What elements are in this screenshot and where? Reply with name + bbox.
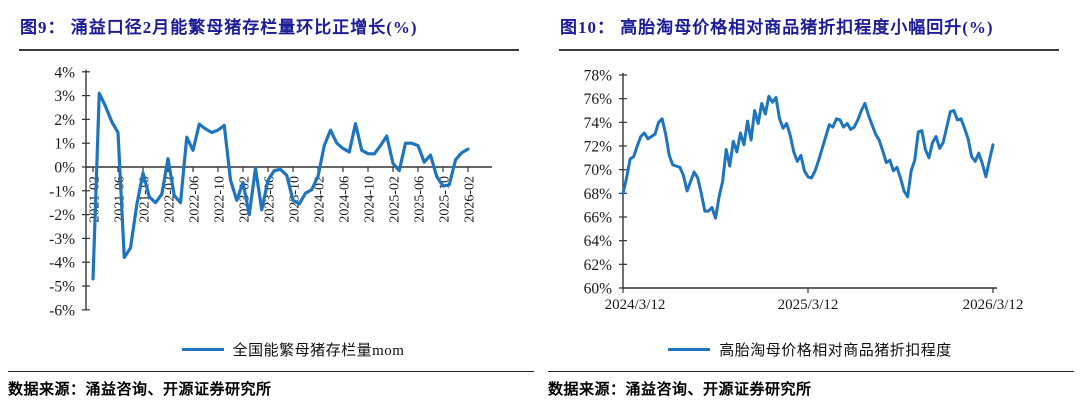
chart9-x-tick-label: 2024-02 <box>313 176 328 223</box>
chart10-y-tick-label: 78% <box>584 68 613 85</box>
chart10-y-tick-label: 60% <box>584 280 613 297</box>
chart10-y-tick-label: 72% <box>584 138 613 155</box>
fig10-title: 图10： 高胎淘母价格相对商品猪折扣程度小幅回升(%) <box>560 18 994 37</box>
chart10-x-tick-label: 2024/3/12 <box>605 297 666 313</box>
chart10-x-tick-label: 2026/3/12 <box>963 297 1024 313</box>
chart10-y-tick-label: 64% <box>584 233 613 250</box>
chart10-y-tick-label: 74% <box>584 115 613 132</box>
chart9-x-tick-label: 2025-02 <box>388 176 403 223</box>
chart9-y-tick-label: 3% <box>54 88 75 105</box>
chart10-x-tick-label: 2025/3/12 <box>778 297 839 313</box>
fig9-title-underline <box>19 49 519 51</box>
chart10-y-tick-label: 62% <box>584 257 613 274</box>
chart9-y-tick-label: -6% <box>49 302 75 319</box>
chart10-y-tick-label: 70% <box>584 162 613 179</box>
fig10-legend-label: 高胎淘母价格相对商品猪折扣程度 <box>719 343 952 359</box>
chart9-x-tick-label: 2025-10 <box>438 176 453 223</box>
chart10-y-tick-label: 76% <box>584 91 613 108</box>
chart10-y-tick-label: 66% <box>584 209 613 226</box>
chart9-x-tick-label: 2022-06 <box>188 176 203 223</box>
fig10-source: 数据来源：涌益咨询、开源证券研究所 <box>548 371 1074 399</box>
chart9-y-tick-label: -3% <box>49 231 75 248</box>
fig10-legend: 高胎淘母价格相对商品猪折扣程度 <box>540 339 1080 360</box>
chart9-y-tick-label: -1% <box>49 183 75 200</box>
panel-fig10: 图10： 高胎淘母价格相对商品猪折扣程度小幅回升(%) 78% 76% 74% 72%… <box>540 0 1080 411</box>
chart9-series-line <box>91 91 470 281</box>
chart10-y-tick-label: 68% <box>584 186 613 203</box>
fig10-source-text: 数据来源：涌益咨询、开源证券研究所 <box>548 382 812 398</box>
chart9-y-tick-label: 1% <box>54 136 75 153</box>
chart9-y-tick-label: -4% <box>49 255 75 272</box>
fig9-legend-label: 全国能繁母猪存栏量mom <box>232 343 405 359</box>
chart9-x-tick-label: 2022-10 <box>213 176 228 223</box>
chart9-y-tick-label: -5% <box>49 279 75 296</box>
fig10-line-chart: 78% 76% 74% 72% 70% 68% 66% 64% 62% 60%2024/3/12 2… <box>584 68 1024 314</box>
chart9-x-tick-label: 2024-06 <box>338 176 353 223</box>
fig9-legend: 全国能繁母猪存栏量mom <box>0 339 540 360</box>
fig9-source-text: 数据来源：涌益咨询、开源证券研究所 <box>8 382 272 398</box>
fig10-title-underline <box>559 49 1059 51</box>
fig9-source: 数据来源：涌益咨询、开源证券研究所 <box>8 371 534 399</box>
fig9-title: 图9： 涌益口径2月能繁母猪存栏量环比正增长(%) <box>20 18 418 37</box>
chart9-x-tick-label: 2024-10 <box>363 176 378 223</box>
chart9-y-tick-label: 4% <box>54 64 75 81</box>
chart9-x-tick-label: 2025-06 <box>413 176 428 223</box>
chart9-y-tick-label: -2% <box>49 207 75 224</box>
chart10-series-line <box>621 94 995 220</box>
chart9-y-tick-label: 0% <box>54 160 75 177</box>
chart9-y-tick-label: 2% <box>54 112 75 129</box>
fig9-legend-line-swatch <box>181 348 224 351</box>
fig10-legend-line-swatch <box>668 348 711 351</box>
chart9-x-tick-label: 2026-02 <box>463 176 478 223</box>
panel-fig9: 图9： 涌益口径2月能繁母猪存栏量环比正增长(%) 4% 3% 2% 1% 0% -1% -… <box>0 18 540 399</box>
fig9-line-chart: 4%3%2%1%0%-1%-2%-3%-4%-5%-6%2021-02 2021-… <box>49 64 492 319</box>
